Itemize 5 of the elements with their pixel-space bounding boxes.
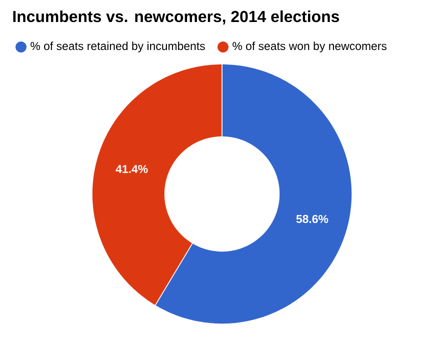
data-label: 41.4% [116,164,148,174]
data-label: 58.6% [296,214,328,224]
legend-label: % of seats retained by incumbents [30,42,205,52]
chart-title: Incumbents vs. newcomers, 2014 elections [13,10,340,24]
legend-label: % of seats won by newcomers [232,42,387,52]
